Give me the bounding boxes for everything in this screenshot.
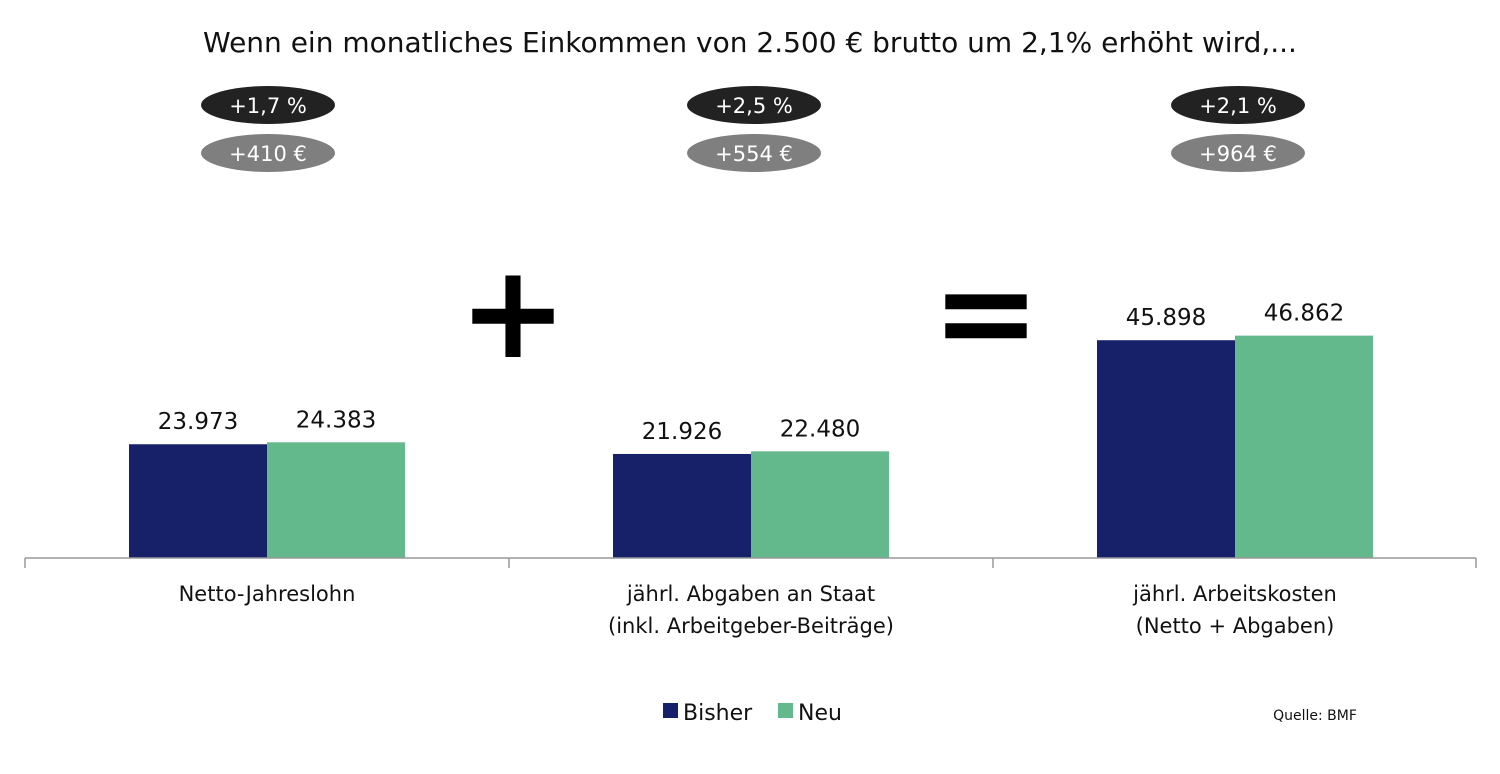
amount-pill-2: [687, 134, 821, 172]
category-label-1-line-1: Netto-Jahreslohn: [179, 582, 356, 606]
value-label-neu-1: 24.383: [296, 407, 376, 433]
equals-operator: =: [932, 236, 1041, 388]
percent-pill-3: [1171, 86, 1305, 124]
category-labels: Netto-Jahreslohn jährl. Abgaben an Staat (…: [179, 582, 1337, 638]
category-label-3-line-1: jährl. Arbeitskosten: [1132, 582, 1337, 606]
percent-pill-1: [201, 86, 335, 124]
value-label-bisher-1: 23.973: [158, 409, 238, 435]
bars: 23.973 21.926 45.898 24.383 22.480 46.862: [129, 301, 1373, 558]
bar-neu-1: [267, 442, 405, 558]
legend-swatch-neu: [778, 703, 793, 718]
bar-bisher-3: [1097, 340, 1235, 558]
category-label-3-line-2: (Netto + Abgaben): [1136, 614, 1335, 638]
chart-title: Wenn ein monatliches Einkommen von 2.500…: [203, 26, 1297, 59]
change-pills: +1,7 % +410 € +2,5 % +554 € +2,1 % +964 €: [201, 86, 1305, 172]
amount-pill-3: [1171, 134, 1305, 172]
legend-label-neu: Neu: [798, 701, 842, 726]
percent-pill-text-3: +2,1 %: [1199, 94, 1277, 118]
percent-pill-text-2: +2,5 %: [715, 94, 793, 118]
source-note: Quelle: BMF: [1273, 708, 1357, 724]
category-label-2-line-1: jährl. Abgaben an Staat: [626, 582, 875, 606]
legend-swatch-bisher: [663, 703, 678, 718]
category-label-2-line-2: (inkl. Arbeitgeber-Beiträge): [608, 614, 894, 638]
plus-operator: +: [459, 236, 568, 388]
operators: + =: [459, 236, 1041, 388]
value-label-bisher-2: 21.926: [642, 419, 722, 445]
bar-bisher-1: [129, 444, 267, 558]
amount-pill-text-2: +554 €: [715, 142, 793, 166]
percent-pill-2: [687, 86, 821, 124]
legend: Bisher Neu: [663, 701, 842, 726]
amount-pill-text-1: +410 €: [229, 142, 307, 166]
bar-neu-3: [1235, 335, 1373, 558]
value-label-neu-2: 22.480: [780, 416, 860, 442]
bar-bisher-2: [613, 453, 751, 558]
value-label-neu-3: 46.862: [1264, 301, 1344, 327]
value-label-bisher-3: 45.898: [1126, 305, 1206, 331]
bar-neu-2: [751, 451, 889, 558]
amount-pill-1: [201, 134, 335, 172]
x-axis: [24, 557, 1477, 568]
amount-pill-text-3: +964 €: [1199, 142, 1277, 166]
legend-label-bisher: Bisher: [683, 701, 753, 726]
percent-pill-text-1: +1,7 %: [229, 94, 307, 118]
